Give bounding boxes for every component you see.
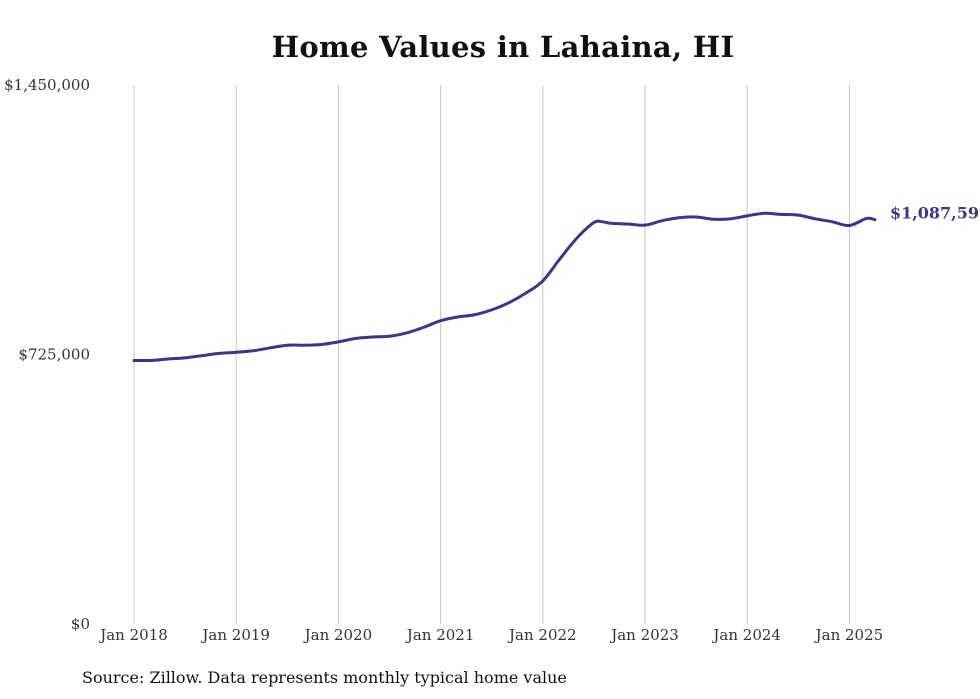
x-tick-label: Jan 2018 (98, 626, 168, 644)
x-tick-label: Jan 2021 (405, 626, 475, 644)
x-tick-label: Jan 2022 (507, 626, 577, 644)
y-axis-ticks: $1,450,000 $725,000 $0 (4, 76, 90, 633)
x-axis-ticks: Jan 2018 Jan 2019 Jan 2020 Jan 2021 Jan 2022… (98, 626, 883, 644)
x-tick-label: Jan 2025 (814, 626, 884, 644)
y-tick-label: $725,000 (18, 346, 90, 364)
y-tick-label: $1,450,000 (4, 76, 90, 94)
gridlines (133, 85, 850, 624)
x-tick-label: Jan 2023 (609, 626, 679, 644)
x-tick-label: Jan 2024 (711, 626, 781, 644)
source-note: Source: Zillow. Data represents monthly … (82, 668, 567, 687)
chart-title: Home Values in Lahaina, HI (271, 30, 735, 64)
home-value-line (132, 211, 877, 363)
y-tick-label: $0 (71, 615, 90, 633)
x-tick-label: Jan 2020 (303, 626, 373, 644)
end-value-label: $1,087,593 (890, 204, 980, 223)
x-tick-label: Jan 2019 (200, 626, 270, 644)
